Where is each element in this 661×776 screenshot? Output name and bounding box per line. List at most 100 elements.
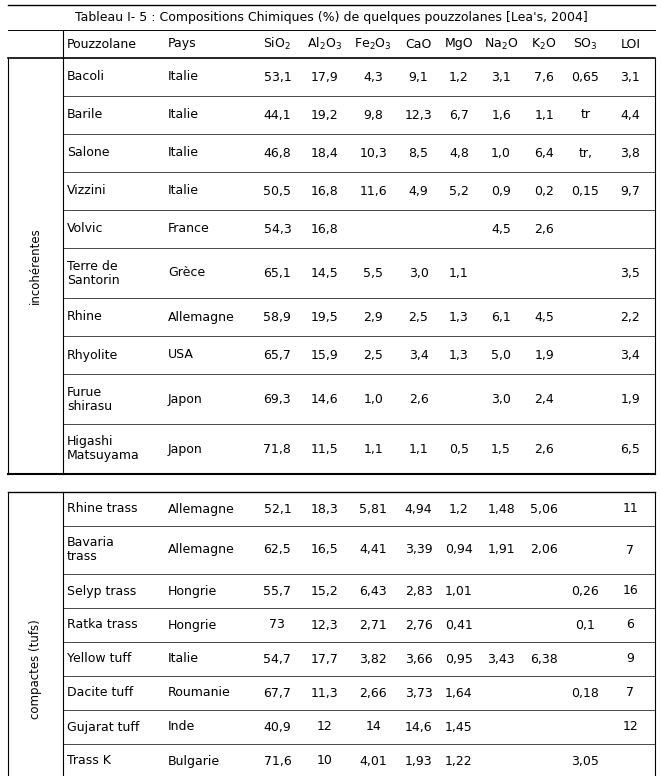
Text: 2,06: 2,06 bbox=[530, 543, 558, 556]
Text: 18,4: 18,4 bbox=[311, 147, 338, 160]
Text: 1,1: 1,1 bbox=[408, 442, 428, 456]
Text: 9,7: 9,7 bbox=[621, 185, 641, 198]
Text: 3,0: 3,0 bbox=[491, 393, 511, 406]
Text: 11,3: 11,3 bbox=[311, 687, 338, 699]
Text: 3,39: 3,39 bbox=[405, 543, 432, 556]
Text: 2,5: 2,5 bbox=[363, 348, 383, 362]
Text: Na$_2$O: Na$_2$O bbox=[484, 36, 518, 51]
Text: 10: 10 bbox=[317, 754, 332, 767]
Text: 1,3: 1,3 bbox=[449, 348, 469, 362]
Text: compactes (tufs): compactes (tufs) bbox=[29, 619, 42, 719]
Text: K$_2$O: K$_2$O bbox=[531, 36, 557, 51]
Text: Fe$_2$O$_3$: Fe$_2$O$_3$ bbox=[354, 36, 392, 51]
Text: 1,2: 1,2 bbox=[449, 503, 469, 515]
Text: 14,6: 14,6 bbox=[405, 720, 432, 733]
Text: 71,8: 71,8 bbox=[264, 442, 292, 456]
Text: 3,5: 3,5 bbox=[621, 266, 641, 279]
Text: 2,9: 2,9 bbox=[364, 310, 383, 324]
Text: 1,91: 1,91 bbox=[487, 543, 515, 556]
Text: 3,4: 3,4 bbox=[621, 348, 641, 362]
Text: 1,1: 1,1 bbox=[534, 109, 554, 122]
Text: 4,3: 4,3 bbox=[364, 71, 383, 84]
Text: Rhine: Rhine bbox=[67, 310, 102, 324]
Text: 1,3: 1,3 bbox=[449, 310, 469, 324]
Text: 54,3: 54,3 bbox=[264, 223, 292, 235]
Text: Italie: Italie bbox=[168, 185, 199, 198]
Text: 16,8: 16,8 bbox=[311, 185, 338, 198]
Text: 4,5: 4,5 bbox=[534, 310, 554, 324]
Text: 3,1: 3,1 bbox=[491, 71, 511, 84]
Text: 1,6: 1,6 bbox=[491, 109, 511, 122]
Text: Matsuyama: Matsuyama bbox=[67, 449, 139, 462]
Text: Roumanie: Roumanie bbox=[168, 687, 231, 699]
Text: 44,1: 44,1 bbox=[264, 109, 292, 122]
Text: 1,64: 1,64 bbox=[445, 687, 473, 699]
Text: 4,4: 4,4 bbox=[621, 109, 641, 122]
Text: 7,6: 7,6 bbox=[534, 71, 554, 84]
Text: 1,01: 1,01 bbox=[445, 584, 473, 598]
Text: Volvic: Volvic bbox=[67, 223, 104, 235]
Text: 11,5: 11,5 bbox=[311, 442, 338, 456]
Text: 0,5: 0,5 bbox=[449, 442, 469, 456]
Text: 3,43: 3,43 bbox=[487, 653, 515, 666]
Text: 15,2: 15,2 bbox=[311, 584, 338, 598]
Text: Bavaria: Bavaria bbox=[67, 536, 115, 549]
Text: 1,9: 1,9 bbox=[534, 348, 554, 362]
Text: 5,5: 5,5 bbox=[363, 266, 383, 279]
Text: 5,06: 5,06 bbox=[530, 503, 558, 515]
Text: Higashi: Higashi bbox=[67, 435, 114, 449]
Text: 1,93: 1,93 bbox=[405, 754, 432, 767]
Text: 6: 6 bbox=[627, 618, 635, 632]
Text: 10,3: 10,3 bbox=[360, 147, 387, 160]
Text: 0,1: 0,1 bbox=[575, 618, 595, 632]
Text: 53,1: 53,1 bbox=[264, 71, 292, 84]
Text: LOI: LOI bbox=[620, 37, 641, 50]
Text: 4,41: 4,41 bbox=[360, 543, 387, 556]
Text: SO$_3$: SO$_3$ bbox=[573, 36, 598, 51]
Text: tr: tr bbox=[580, 109, 590, 122]
Text: 17,9: 17,9 bbox=[311, 71, 338, 84]
Text: 12,3: 12,3 bbox=[311, 618, 338, 632]
Text: 1,1: 1,1 bbox=[364, 442, 383, 456]
Text: 46,8: 46,8 bbox=[264, 147, 292, 160]
Text: 1,22: 1,22 bbox=[445, 754, 473, 767]
Text: incohérentes: incohérentes bbox=[29, 227, 42, 304]
Text: 12: 12 bbox=[623, 720, 639, 733]
Text: 8,5: 8,5 bbox=[408, 147, 428, 160]
Text: Bulgarie: Bulgarie bbox=[168, 754, 220, 767]
Text: 14: 14 bbox=[366, 720, 381, 733]
Text: 9: 9 bbox=[627, 653, 635, 666]
Text: 3,4: 3,4 bbox=[408, 348, 428, 362]
Text: tr,: tr, bbox=[578, 147, 592, 160]
Text: 58,9: 58,9 bbox=[264, 310, 292, 324]
Text: 4,5: 4,5 bbox=[491, 223, 511, 235]
Text: 2,4: 2,4 bbox=[534, 393, 554, 406]
Text: Italie: Italie bbox=[168, 147, 199, 160]
Text: Gujarat tuff: Gujarat tuff bbox=[67, 720, 139, 733]
Text: 16,5: 16,5 bbox=[311, 543, 338, 556]
Text: USA: USA bbox=[168, 348, 194, 362]
Text: 12: 12 bbox=[317, 720, 332, 733]
Text: Italie: Italie bbox=[168, 653, 199, 666]
Text: MgO: MgO bbox=[445, 37, 473, 50]
Text: Japon: Japon bbox=[168, 393, 203, 406]
Text: Allemagne: Allemagne bbox=[168, 310, 235, 324]
Text: 0,95: 0,95 bbox=[445, 653, 473, 666]
Text: 1,1: 1,1 bbox=[449, 266, 469, 279]
Text: Salone: Salone bbox=[67, 147, 110, 160]
Text: Selyp trass: Selyp trass bbox=[67, 584, 136, 598]
Text: 3,82: 3,82 bbox=[360, 653, 387, 666]
Text: 7: 7 bbox=[627, 687, 635, 699]
Text: 2,2: 2,2 bbox=[621, 310, 641, 324]
Text: 0,9: 0,9 bbox=[491, 185, 511, 198]
Text: Vizzini: Vizzini bbox=[67, 185, 106, 198]
Text: 0,65: 0,65 bbox=[571, 71, 600, 84]
Text: 0,2: 0,2 bbox=[534, 185, 554, 198]
Text: 6,4: 6,4 bbox=[534, 147, 554, 160]
Text: Italie: Italie bbox=[168, 109, 199, 122]
Text: 16: 16 bbox=[623, 584, 639, 598]
Text: 54,7: 54,7 bbox=[264, 653, 292, 666]
Text: 2,76: 2,76 bbox=[405, 618, 432, 632]
Text: 14,5: 14,5 bbox=[311, 266, 338, 279]
Text: Grèce: Grèce bbox=[168, 266, 205, 279]
